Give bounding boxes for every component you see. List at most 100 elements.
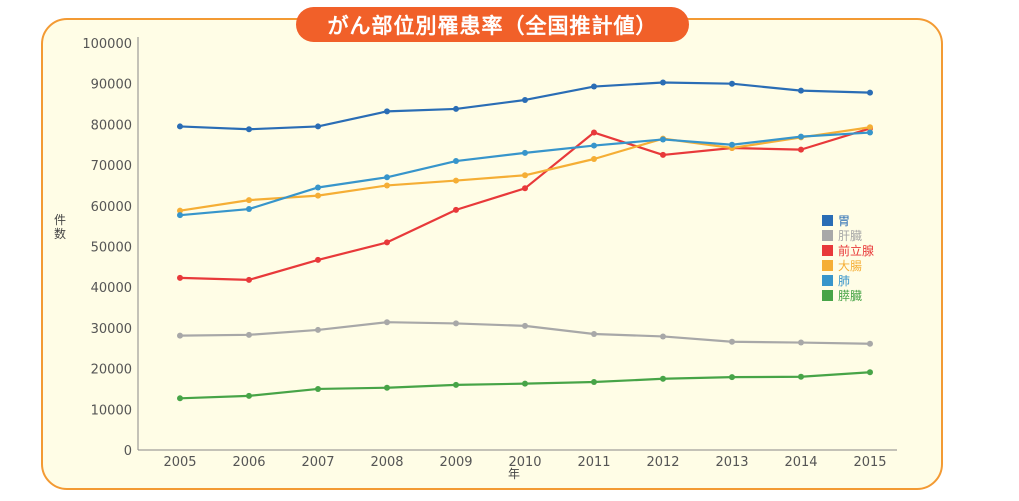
data-point bbox=[384, 239, 390, 246]
data-point bbox=[246, 276, 252, 283]
data-point bbox=[660, 375, 666, 382]
data-point bbox=[591, 331, 597, 338]
data-point bbox=[315, 184, 321, 191]
data-point bbox=[591, 83, 597, 90]
data-point bbox=[453, 206, 459, 213]
data-point bbox=[453, 105, 459, 112]
data-point bbox=[798, 87, 804, 94]
chart-title: がん部位別罹患率（全国推計値） bbox=[296, 7, 689, 42]
legend-item: 肝臓 bbox=[822, 228, 874, 243]
y-tick-label: 80000 bbox=[91, 118, 132, 133]
data-point bbox=[177, 123, 183, 130]
legend-swatch bbox=[822, 260, 833, 271]
y-tick-label: 100000 bbox=[82, 37, 132, 52]
x-tick-label: 2010 bbox=[508, 455, 541, 470]
data-point bbox=[315, 385, 321, 392]
data-point bbox=[246, 126, 252, 133]
y-tick-label: 50000 bbox=[91, 241, 132, 256]
data-point bbox=[522, 172, 528, 179]
data-point bbox=[660, 136, 666, 143]
data-point bbox=[315, 326, 321, 333]
data-point bbox=[453, 177, 459, 184]
data-point bbox=[177, 274, 183, 281]
chart-legend: 胃肝臓 前立腺 大腸肺膵臓 bbox=[822, 213, 874, 303]
y-axis-label-text: 件数 bbox=[53, 213, 66, 241]
data-point bbox=[660, 333, 666, 340]
legend-label: 肺 bbox=[838, 274, 851, 288]
data-point bbox=[591, 142, 597, 149]
x-tick-label: 2009 bbox=[439, 455, 472, 470]
x-tick-label: 2013 bbox=[715, 455, 748, 470]
data-point bbox=[591, 155, 597, 162]
y-tick-label: 60000 bbox=[91, 200, 132, 215]
y-tick-label: 90000 bbox=[91, 78, 132, 93]
data-point bbox=[177, 395, 183, 402]
data-point bbox=[315, 123, 321, 130]
legend-label: 肝臓 bbox=[838, 229, 863, 243]
y-tick-label: 20000 bbox=[91, 363, 132, 378]
data-point bbox=[453, 320, 459, 327]
y-tick-label: 10000 bbox=[91, 403, 132, 418]
legend-item: 肺 bbox=[822, 273, 874, 288]
data-point bbox=[522, 185, 528, 192]
x-tick-label: 2006 bbox=[232, 455, 265, 470]
legend-swatch bbox=[822, 245, 833, 256]
legend-item: 大腸 bbox=[822, 258, 874, 273]
data-point bbox=[867, 129, 873, 136]
data-point bbox=[522, 380, 528, 387]
data-point bbox=[384, 384, 390, 391]
data-point bbox=[177, 332, 183, 339]
data-point bbox=[660, 151, 666, 158]
data-point bbox=[177, 207, 183, 214]
data-point bbox=[867, 369, 873, 376]
x-tick-label: 2015 bbox=[853, 455, 886, 470]
legend-label: 胃 bbox=[838, 214, 851, 228]
x-tick-label: 2014 bbox=[784, 455, 817, 470]
data-point bbox=[522, 149, 528, 156]
data-point bbox=[591, 379, 597, 386]
x-tick-label: 2005 bbox=[163, 455, 196, 470]
legend-label: 膵臓 bbox=[838, 289, 863, 303]
data-point bbox=[246, 206, 252, 213]
legend-item: 前立腺 bbox=[822, 243, 874, 258]
data-point bbox=[384, 108, 390, 115]
data-point bbox=[315, 192, 321, 199]
legend-label: 前立腺 bbox=[838, 244, 875, 258]
chart-frame bbox=[41, 18, 943, 490]
x-tick-label: 2007 bbox=[301, 455, 334, 470]
data-point bbox=[177, 212, 183, 219]
data-point bbox=[246, 392, 252, 399]
x-axis-label: 年 bbox=[508, 467, 521, 481]
data-point bbox=[246, 197, 252, 204]
data-point bbox=[729, 374, 735, 381]
y-tick-label: 30000 bbox=[91, 322, 132, 337]
data-point bbox=[522, 322, 528, 329]
series-line bbox=[179, 81, 871, 131]
data-point bbox=[246, 331, 252, 338]
y-tick-label: 0 bbox=[124, 444, 132, 459]
data-point bbox=[453, 381, 459, 388]
legend-swatch bbox=[822, 275, 833, 286]
x-tick-label: 2008 bbox=[370, 455, 403, 470]
y-tick-label: 70000 bbox=[91, 159, 132, 174]
data-point bbox=[798, 146, 804, 153]
data-point bbox=[729, 141, 735, 148]
y-tick-label: 40000 bbox=[91, 281, 132, 296]
legend-item: 膵臓 bbox=[822, 288, 874, 303]
data-point bbox=[384, 319, 390, 326]
legend-item: 胃 bbox=[822, 213, 874, 228]
legend-swatch bbox=[822, 215, 833, 226]
data-point bbox=[798, 373, 804, 380]
y-axis-label: 件数 bbox=[52, 213, 68, 241]
data-point bbox=[591, 129, 597, 136]
data-point bbox=[798, 339, 804, 346]
data-point bbox=[453, 158, 459, 165]
legend-swatch bbox=[822, 230, 833, 241]
data-point bbox=[315, 256, 321, 263]
data-point bbox=[729, 80, 735, 87]
data-point bbox=[729, 338, 735, 345]
data-point bbox=[522, 96, 528, 103]
data-point bbox=[867, 340, 873, 347]
data-point bbox=[867, 89, 873, 96]
data-point bbox=[867, 124, 873, 131]
